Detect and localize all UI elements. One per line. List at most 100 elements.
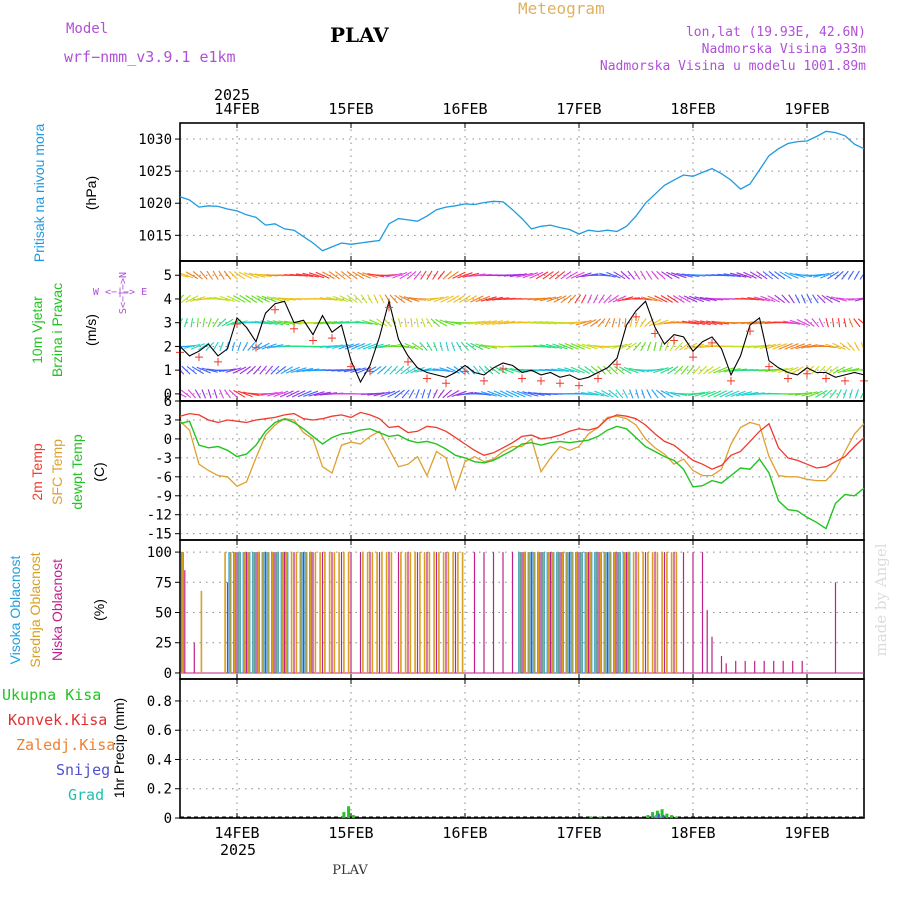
- wind-arrow: [389, 294, 398, 304]
- wind-arrow: [238, 271, 252, 279]
- wind-arrow: [199, 270, 208, 280]
- wind-arrow: [446, 295, 460, 303]
- cloud-low-bar: [711, 636, 713, 673]
- wind-arrow: [509, 273, 528, 278]
- y-tick-label: 0: [164, 666, 172, 682]
- cloud-mid-bar: [419, 552, 421, 673]
- wind-arrow: [390, 344, 409, 348]
- wind-arrow: [296, 273, 314, 278]
- wind-arrow: [554, 270, 566, 280]
- wind-arrow: [398, 295, 413, 303]
- wind-arrow: [322, 271, 335, 280]
- wind-arrow: [618, 342, 633, 350]
- wind-arrow: [825, 318, 829, 328]
- wind-arrow: [603, 294, 612, 304]
- cloud-mid-bar: [642, 552, 644, 673]
- cloud-low-bar: [511, 552, 514, 673]
- wind-arrow: [499, 366, 514, 374]
- cloud-mid-bar: [452, 552, 454, 673]
- cloud-mid-bar: [243, 552, 245, 673]
- y-tick-label: 3: [164, 316, 172, 332]
- cloud-mid-bar: [366, 552, 369, 673]
- wind-arrow: [560, 294, 572, 304]
- wind-arrow: [415, 389, 420, 399]
- wind-arrow: [367, 392, 385, 396]
- wind-gust-marker: [195, 353, 203, 362]
- cloud-panel: 0 25 50 75 100: [147, 539, 865, 682]
- wind-arrow: [370, 366, 382, 375]
- wind-arrow: [853, 369, 864, 371]
- wind-arrow: [266, 391, 284, 397]
- wind-arrow: [504, 367, 521, 373]
- wind-arrow: [784, 271, 799, 279]
- wind-gust-marker: [594, 374, 602, 383]
- wind-arrow: [647, 295, 663, 303]
- wind-arrow: [272, 320, 290, 326]
- wind-gust-marker: [708, 338, 716, 347]
- wind-arrow: [383, 318, 393, 328]
- wind-arrow: [432, 389, 438, 399]
- wind-arrow: [352, 271, 365, 280]
- wind-gust-marker: [727, 376, 735, 385]
- wind-arrow: [421, 389, 426, 399]
- wind-gust-marker: [765, 362, 773, 371]
- precip-snow-bar: [657, 813, 660, 818]
- wind-arrow: [791, 366, 804, 374]
- wind-arrow: [671, 272, 687, 279]
- wind-arrow: [475, 295, 491, 303]
- cloud-mid-bar: [414, 552, 416, 673]
- wind-arrow: [432, 368, 450, 373]
- wind-arrow: [759, 343, 776, 350]
- wind-arrow: [180, 389, 192, 399]
- wind-arrow: [826, 295, 841, 303]
- elevation-info: Nadmorska Visina 933m: [702, 42, 867, 57]
- cloud-low-bar: [274, 552, 276, 673]
- wind-arrow: [522, 272, 538, 279]
- cloud-low-bar: [454, 552, 457, 673]
- y-tick-label: -15: [147, 527, 172, 543]
- wind-arrow: [197, 342, 210, 351]
- cloud-mid-bar: [404, 552, 407, 673]
- cloud-mid-bar: [409, 552, 412, 673]
- wind-gust-marker: [822, 374, 830, 383]
- day-label-top: 14FEB: [214, 100, 259, 118]
- wind-arrow: [633, 341, 642, 351]
- wind-arrow: [233, 295, 246, 303]
- wind-arrow: [239, 294, 252, 303]
- day-label-top: 16FEB: [442, 100, 487, 118]
- wind-arrow: [666, 294, 679, 303]
- cloud-mid-bar: [238, 552, 241, 673]
- wind-arrow: [648, 318, 662, 327]
- wind-gust-marker: [803, 369, 811, 378]
- wind-arrow: [564, 367, 580, 374]
- wind-arrow: [608, 365, 619, 375]
- wind-arrow: [260, 391, 278, 396]
- wind-arrow: [553, 295, 567, 303]
- wind-arrow: [789, 319, 806, 326]
- cloud-mid-bar: [442, 552, 445, 673]
- y-tick-label: 3: [164, 413, 172, 429]
- wind-arrow: [421, 318, 426, 328]
- station-title: PLAV: [330, 23, 389, 47]
- cloud-mid-bar: [428, 552, 431, 673]
- cloud-mid-bar: [257, 552, 260, 673]
- wind-arrow: [633, 270, 641, 280]
- precip-total-bar: [655, 810, 659, 818]
- y-tick-label: 0.8: [147, 694, 172, 710]
- wind-arrow: [601, 390, 614, 398]
- cloud-ylabel-low: Niska Oblacnost: [49, 559, 65, 661]
- wind-gust-marker: [556, 379, 564, 388]
- cloud-mid-bar: [200, 590, 203, 673]
- panel-frame: [179, 122, 865, 262]
- wind-arrow: [486, 296, 504, 302]
- wind-arrow: [356, 342, 372, 350]
- precip-panel: 0 0.2 0.4 0.6 0.8: [147, 678, 865, 827]
- panel-frame: [179, 400, 865, 541]
- wind-arrow: [433, 341, 438, 352]
- wind-arrow: [180, 393, 187, 398]
- wind-arrow: [190, 296, 206, 302]
- wind-arrow: [653, 341, 657, 352]
- wind-arrow: [217, 318, 227, 328]
- wind-arrow: [765, 368, 783, 372]
- wind-arrow: [450, 341, 456, 352]
